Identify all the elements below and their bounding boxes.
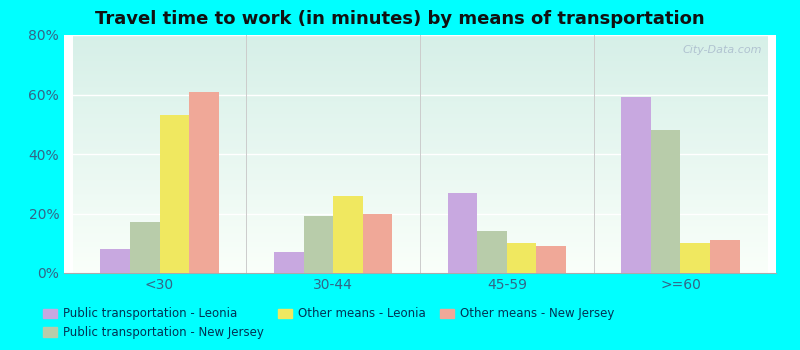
Bar <box>274 252 304 273</box>
Bar <box>651 130 681 273</box>
Bar <box>478 231 507 273</box>
Bar <box>130 223 159 273</box>
Bar <box>101 249 130 273</box>
Legend: Public transportation - Leonia, Public transportation - New Jersey, Other means : Public transportation - Leonia, Public t… <box>38 303 619 344</box>
Bar <box>536 246 566 273</box>
Bar <box>362 214 392 273</box>
Bar <box>622 97 651 273</box>
Bar <box>681 243 710 273</box>
Text: Travel time to work (in minutes) by means of transportation: Travel time to work (in minutes) by mean… <box>95 10 705 28</box>
Bar <box>448 193 478 273</box>
Bar <box>159 116 189 273</box>
Bar <box>304 216 333 273</box>
Bar <box>710 240 739 273</box>
Bar <box>507 243 536 273</box>
Bar <box>333 196 362 273</box>
Bar <box>189 91 218 273</box>
Text: City-Data.com: City-Data.com <box>682 44 762 55</box>
